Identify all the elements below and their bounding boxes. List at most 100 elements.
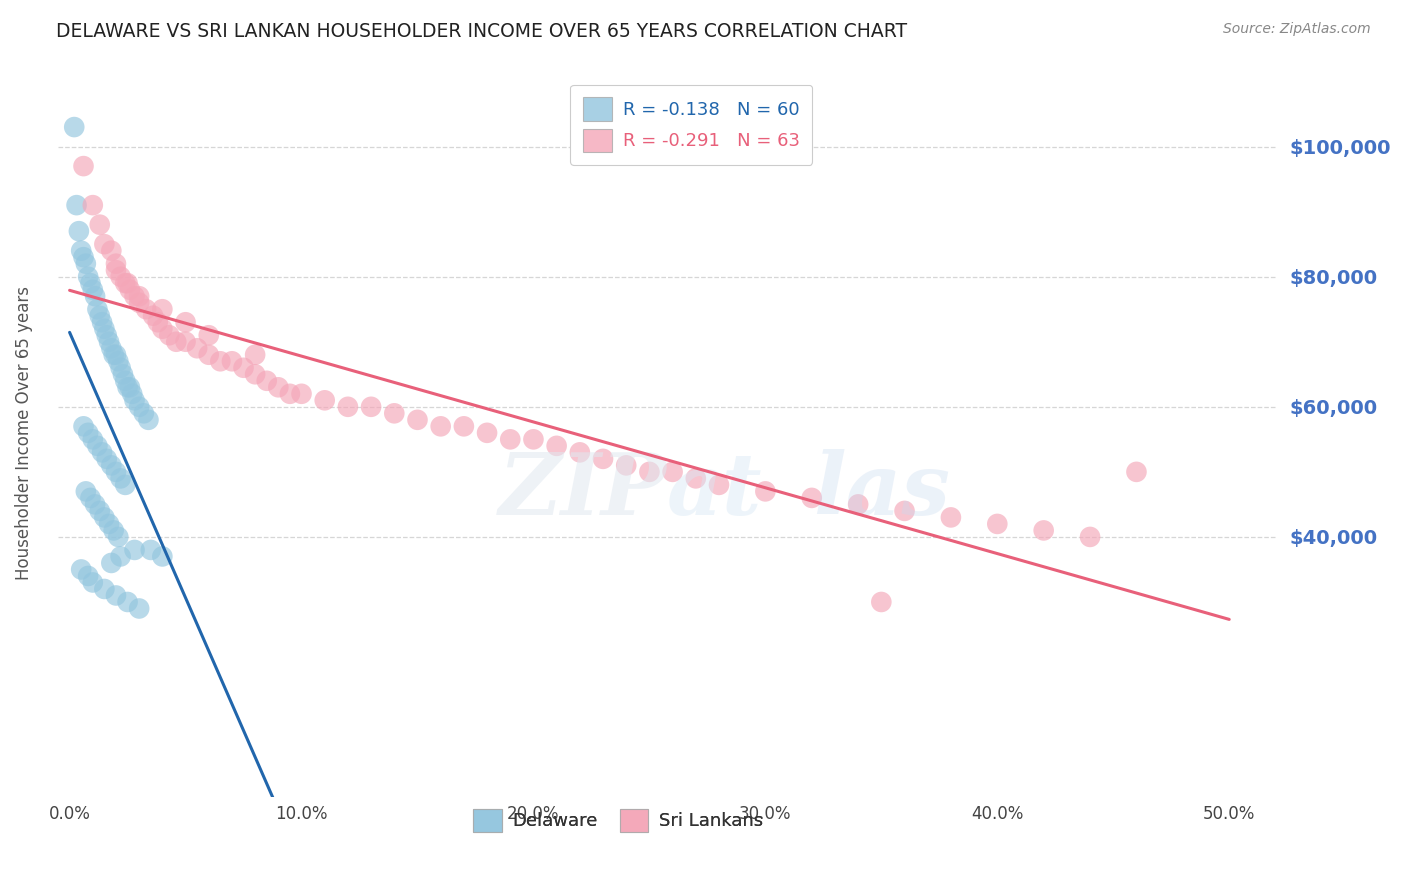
Point: [103, 524, 125, 538]
Point: [453, 419, 475, 434]
Point: [65, 198, 87, 212]
Point: [79, 276, 101, 290]
Point: [70, 562, 93, 576]
Point: [117, 380, 139, 394]
Point: [336, 400, 359, 414]
Point: [117, 276, 139, 290]
Point: [77, 569, 100, 583]
Point: [893, 504, 915, 518]
Point: [114, 374, 136, 388]
Point: [107, 354, 129, 368]
Point: [100, 341, 122, 355]
Point: [82, 433, 104, 447]
Point: [89, 218, 111, 232]
Point: [75, 484, 97, 499]
Point: [232, 360, 254, 375]
Point: [86, 439, 108, 453]
Point: [117, 595, 139, 609]
Point: [406, 413, 429, 427]
Point: [150, 302, 173, 317]
Point: [111, 368, 134, 382]
Point: [118, 283, 141, 297]
Point: [104, 263, 127, 277]
Point: [100, 458, 122, 473]
Point: [86, 302, 108, 317]
Point: [499, 433, 522, 447]
Point: [186, 341, 208, 355]
Point: [91, 315, 114, 329]
Text: ZIP: ZIP: [499, 450, 666, 533]
Point: [132, 406, 155, 420]
Point: [522, 433, 544, 447]
Point: [135, 302, 157, 317]
Point: [91, 445, 114, 459]
Point: [1078, 530, 1101, 544]
Point: [107, 530, 129, 544]
Point: [104, 589, 127, 603]
Point: [82, 283, 104, 297]
Point: [72, 419, 94, 434]
Point: [382, 406, 405, 420]
Point: [110, 549, 132, 564]
Point: [360, 400, 382, 414]
Point: [79, 491, 101, 505]
Point: [243, 368, 266, 382]
Point: [104, 348, 127, 362]
Point: [707, 478, 730, 492]
Point: [77, 425, 100, 440]
Point: [197, 328, 219, 343]
Point: [124, 543, 146, 558]
Point: [1125, 465, 1147, 479]
Point: [685, 471, 707, 485]
Point: [124, 289, 146, 303]
Point: [72, 159, 94, 173]
Point: [314, 393, 336, 408]
Point: [118, 380, 141, 394]
Point: [124, 393, 146, 408]
Point: [174, 334, 197, 349]
Point: [157, 328, 180, 343]
Point: [110, 360, 132, 375]
Point: [98, 334, 121, 349]
Point: [592, 451, 614, 466]
Point: [93, 582, 115, 596]
Point: [142, 309, 165, 323]
Point: [82, 198, 104, 212]
Point: [110, 269, 132, 284]
Point: [103, 348, 125, 362]
Point: [114, 276, 136, 290]
Point: [256, 374, 278, 388]
Point: [638, 465, 661, 479]
Point: [800, 491, 823, 505]
Point: [84, 497, 107, 511]
Point: [546, 439, 568, 453]
Point: [939, 510, 962, 524]
Point: [986, 516, 1008, 531]
Legend: Delaware, Sri Lankans: Delaware, Sri Lankans: [465, 802, 770, 839]
Point: [174, 315, 197, 329]
Point: [98, 516, 121, 531]
Text: Source: ZipAtlas.com: Source: ZipAtlas.com: [1223, 22, 1371, 37]
Point: [278, 386, 301, 401]
Point: [121, 386, 143, 401]
Point: [96, 451, 118, 466]
Point: [63, 120, 86, 134]
Text: at: at: [666, 450, 762, 533]
Point: [197, 348, 219, 362]
Point: [146, 315, 169, 329]
Point: [614, 458, 637, 473]
Point: [114, 478, 136, 492]
Point: [221, 354, 243, 368]
Point: [128, 400, 150, 414]
Point: [846, 497, 869, 511]
Point: [110, 471, 132, 485]
Point: [104, 257, 127, 271]
Point: [243, 348, 266, 362]
Point: [84, 289, 107, 303]
Point: [100, 244, 122, 258]
Point: [475, 425, 498, 440]
Point: [100, 556, 122, 570]
Point: [67, 224, 90, 238]
Point: [89, 309, 111, 323]
Point: [96, 328, 118, 343]
